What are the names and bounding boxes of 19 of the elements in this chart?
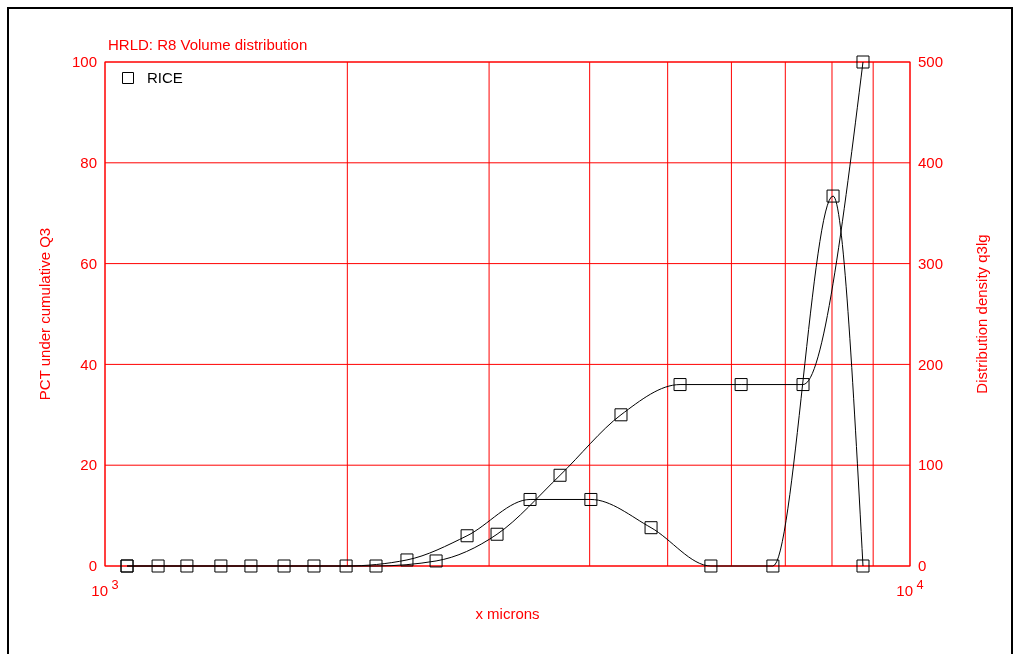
y-tick-label: 20 <box>80 456 97 474</box>
y-axis-title: PCT under cumulative Q3 <box>36 227 53 401</box>
y-tick-label: 80 <box>80 154 97 172</box>
chart-title: HRLD: R8 Volume distribution <box>108 36 308 53</box>
y-tick-label: 40 <box>80 355 97 373</box>
y2-tick-label: 500 <box>918 53 944 71</box>
y-tick-label: 100 <box>71 53 97 71</box>
x-axis-title: x microns <box>475 605 540 622</box>
y2-tick-label: 100 <box>918 456 944 474</box>
y-tick-label: 60 <box>80 254 97 272</box>
y-tick-label: 0 <box>88 557 97 575</box>
y2-tick-label: 200 <box>918 355 944 373</box>
y2-axis-title: Distribution density q3lg <box>973 234 990 394</box>
y2-tick-label: 0 <box>918 557 927 575</box>
y2-tick-label: 300 <box>918 254 944 272</box>
x-tick-label: 10$^{3}$ <box>91 576 119 599</box>
x-tick-label: 10$^{4}$ <box>896 576 924 599</box>
y2-tick-label: 400 <box>918 154 944 172</box>
legend-label: RICE <box>147 69 183 87</box>
